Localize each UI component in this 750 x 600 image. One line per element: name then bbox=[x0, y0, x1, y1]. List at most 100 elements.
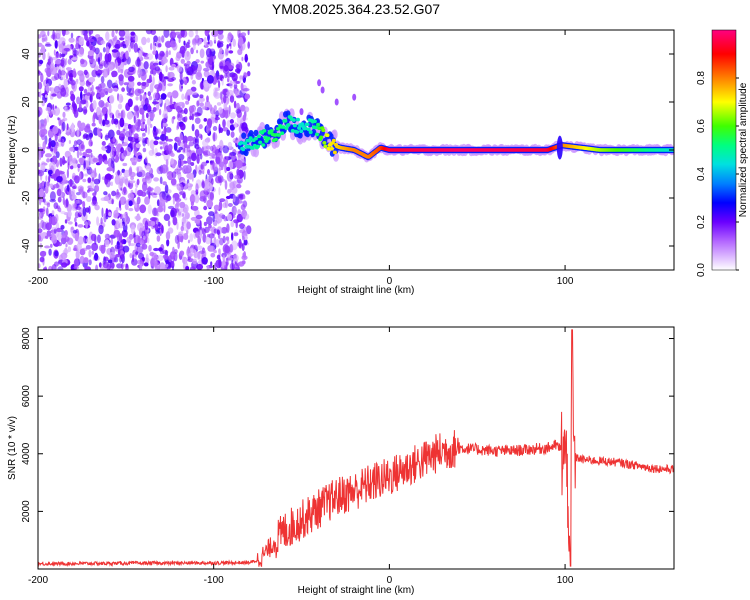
noise-speckle bbox=[98, 224, 104, 235]
noise-speckle bbox=[224, 198, 229, 209]
noise-speckle bbox=[162, 254, 169, 259]
noise-speckle bbox=[142, 51, 145, 56]
noise-speckle bbox=[243, 238, 248, 246]
noise-speckle bbox=[224, 164, 228, 173]
noise-speckle bbox=[195, 231, 200, 239]
noise-speckle bbox=[83, 88, 88, 94]
noise-speckle bbox=[74, 222, 78, 227]
noise-speckle bbox=[78, 157, 84, 164]
noise-speckle bbox=[74, 217, 77, 223]
noise-speckle bbox=[60, 224, 65, 230]
noise-speckle bbox=[175, 55, 181, 62]
noise-speckle bbox=[130, 136, 136, 143]
noise-speckle bbox=[210, 107, 215, 115]
noise-speckle bbox=[156, 166, 163, 175]
noise-speckle bbox=[167, 144, 173, 151]
noise-speckle bbox=[160, 164, 168, 174]
noise-speckle bbox=[91, 250, 95, 255]
noise-speckle bbox=[40, 128, 48, 136]
signal-core bbox=[329, 146, 334, 151]
noise-speckle bbox=[65, 57, 68, 66]
colorbar: 0.0 0.2 0.4 0.6 0.8 Normalized spectral … bbox=[696, 29, 749, 277]
noise-speckle bbox=[188, 141, 195, 147]
noise-speckle bbox=[122, 44, 127, 49]
noise-speckle bbox=[151, 147, 155, 155]
noise-speckle bbox=[44, 266, 48, 270]
noise-speckle bbox=[133, 115, 136, 124]
noise-speckle bbox=[96, 127, 100, 137]
noise-speckle bbox=[219, 145, 223, 152]
noise-speckle bbox=[147, 138, 150, 147]
noise-speckle bbox=[135, 118, 142, 127]
noise-speckle bbox=[245, 190, 251, 195]
noise-speckle bbox=[78, 86, 84, 92]
noise-speckle bbox=[59, 157, 63, 167]
signal-core bbox=[305, 122, 310, 127]
noise-speckle bbox=[135, 58, 142, 68]
noise-speckle bbox=[198, 133, 203, 139]
noise-speckle bbox=[123, 263, 126, 267]
noise-speckle bbox=[57, 242, 62, 247]
noise-speckle bbox=[156, 211, 159, 217]
noise-speckle bbox=[208, 173, 213, 183]
noise-speckle bbox=[126, 236, 132, 243]
noise-speckle bbox=[115, 80, 118, 86]
noise-speckle bbox=[218, 80, 221, 89]
noise-speckle bbox=[88, 30, 94, 35]
noise-speckle bbox=[74, 232, 79, 242]
top-y-tick-label: 0 bbox=[21, 147, 32, 153]
noise-speckle bbox=[137, 81, 142, 86]
noise-speckle bbox=[156, 235, 161, 242]
noise-speckle bbox=[38, 222, 42, 229]
noise-speckle bbox=[237, 209, 242, 216]
noise-speckle bbox=[38, 234, 42, 242]
noise-speckle bbox=[79, 172, 82, 181]
noise-speckle bbox=[186, 221, 191, 230]
noise-speckle bbox=[187, 39, 191, 45]
noise-speckle bbox=[218, 107, 223, 114]
noise-speckle bbox=[62, 196, 65, 206]
noise-speckle bbox=[127, 192, 135, 200]
noise-speckle bbox=[177, 211, 182, 216]
noise-speckle bbox=[73, 140, 78, 147]
signal-core bbox=[246, 145, 251, 149]
noise-speckle bbox=[45, 181, 49, 190]
noise-speckle bbox=[244, 93, 251, 100]
noise-speckle bbox=[38, 150, 42, 161]
noise-speckle bbox=[177, 158, 182, 169]
noise-speckle bbox=[237, 48, 243, 56]
noise-speckle bbox=[183, 208, 189, 217]
noise-speckle bbox=[217, 42, 224, 48]
noise-speckle bbox=[176, 105, 181, 113]
noise-speckle bbox=[230, 131, 235, 138]
noise-speckle bbox=[46, 207, 49, 217]
noise-speckle bbox=[84, 266, 91, 270]
noise-speckle bbox=[229, 95, 235, 103]
noise-speckle bbox=[84, 33, 88, 41]
noise-speckle bbox=[40, 149, 46, 154]
noise-speckle bbox=[91, 200, 98, 207]
noise-speckle bbox=[101, 207, 104, 218]
noise-speckle bbox=[66, 123, 69, 131]
noise-speckle bbox=[244, 56, 249, 61]
noise-speckle bbox=[133, 42, 138, 53]
noise-speckle bbox=[203, 226, 210, 233]
noise-speckle bbox=[140, 118, 146, 123]
noise-speckle bbox=[118, 30, 126, 37]
noise-speckle bbox=[73, 258, 79, 269]
noise-speckle bbox=[186, 151, 190, 158]
noise-speckle bbox=[233, 100, 237, 109]
bottom-x-tick-label: 0 bbox=[387, 575, 393, 586]
noise-speckle bbox=[224, 180, 228, 190]
noise-speckle bbox=[135, 166, 143, 172]
noise-speckle bbox=[83, 237, 86, 244]
noise-speckle bbox=[60, 210, 66, 215]
noise-speckle bbox=[188, 30, 194, 38]
signal-core bbox=[313, 125, 318, 130]
noise-speckle bbox=[212, 173, 215, 178]
noise-speckle bbox=[49, 183, 54, 189]
noise-speckle bbox=[226, 44, 229, 49]
noise-speckle bbox=[242, 114, 246, 122]
noise-speckle bbox=[226, 213, 233, 221]
noise-speckle bbox=[165, 197, 169, 203]
